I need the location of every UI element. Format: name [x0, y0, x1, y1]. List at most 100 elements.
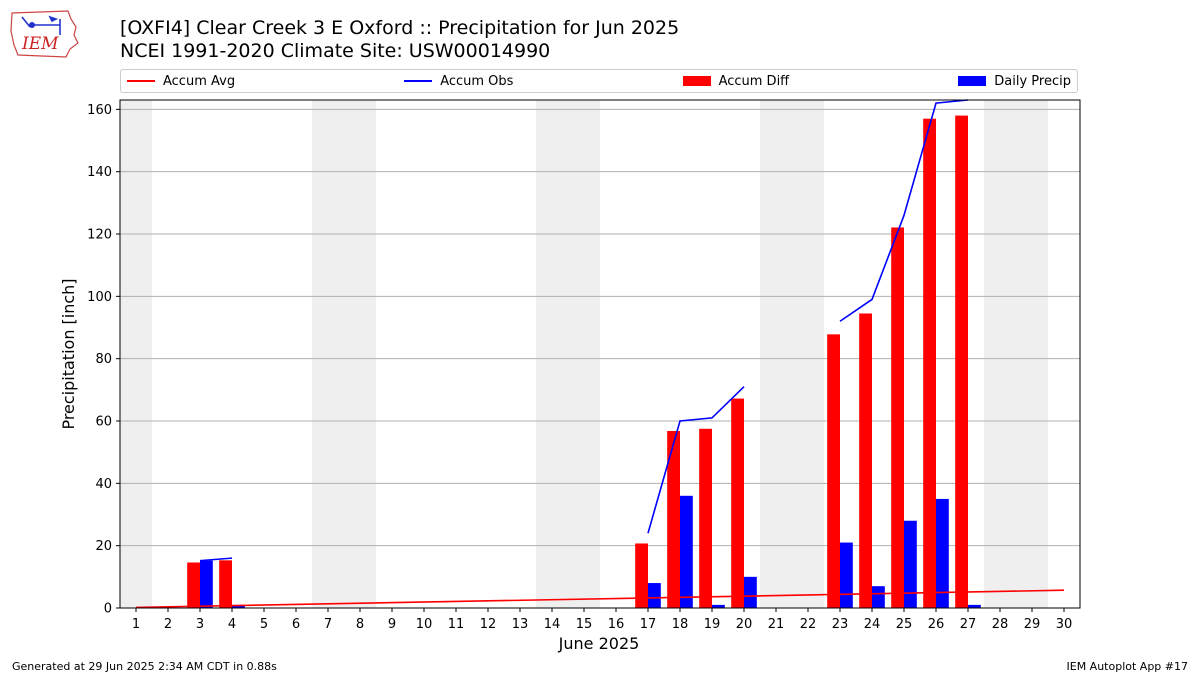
- daily-precip-bar: [200, 560, 213, 608]
- x-tick-label: 7: [324, 617, 332, 632]
- accum-diff-bar: [923, 118, 936, 608]
- accum-diff-bar: [731, 398, 744, 608]
- accum-obs-line: [199, 557, 233, 562]
- x-tick-label: 27: [960, 617, 977, 632]
- x-tick-label: 18: [672, 617, 689, 632]
- accum-diff-bar: [635, 543, 648, 608]
- x-tick-label: 23: [832, 617, 849, 632]
- x-tick-label: 25: [896, 617, 913, 632]
- weekend-shading: [120, 100, 1048, 608]
- daily-precip-bar: [680, 495, 693, 608]
- accum-avg-line: [135, 589, 1065, 609]
- gridlines: [120, 108, 1080, 609]
- x-tick-label: 12: [480, 617, 497, 632]
- x-tick-label: 21: [768, 617, 785, 632]
- x-tick-label: 1: [132, 617, 140, 632]
- iowa-state-outline-icon: [10, 10, 79, 58]
- x-tick-label: 3: [196, 617, 204, 632]
- accum-diff-bar: [827, 334, 840, 608]
- daily-precip-bar: [648, 583, 661, 608]
- x-tick-label: 24: [864, 617, 881, 632]
- footer-app-text: IEM Autoplot App #17: [1066, 660, 1189, 673]
- x-tick-label: 15: [576, 617, 593, 632]
- daily-precip-bar: [872, 586, 885, 608]
- plot-frame: [119, 99, 1081, 609]
- y-tick-label: 80: [95, 352, 112, 367]
- daily-precip-bar: [968, 604, 981, 608]
- footer-generated-text: Generated at 29 Jun 2025 2:34 AM CDT in …: [12, 660, 277, 673]
- x-tick-label: 30: [1056, 617, 1073, 632]
- weekend-shade-band: [312, 100, 376, 608]
- chart-legend: Accum Avg Accum Obs Accum Diff Daily Pre…: [120, 69, 1078, 93]
- daily-precip-bar: [232, 604, 245, 608]
- accum-diff-bar: [859, 313, 872, 608]
- chart-subtitle: NCEI 1991-2020 Climate Site: USW00014990: [120, 40, 551, 62]
- accum-diff-bar: [955, 115, 968, 608]
- x-tick-label: 2: [164, 617, 172, 632]
- x-tick-label: 4: [228, 617, 236, 632]
- accum-diff-bar: [219, 560, 232, 608]
- weekend-shade-band: [120, 100, 152, 608]
- legend-patch-swatch: [682, 76, 711, 86]
- legend-item-daily-precip: Daily Precip: [958, 74, 1071, 89]
- y-tick-label: 40: [95, 477, 112, 492]
- daily-precip-bar: [744, 576, 757, 608]
- daily-precip-bar: [936, 498, 949, 608]
- x-tick-label: 13: [512, 617, 529, 632]
- y-tick-label: 140: [87, 165, 112, 180]
- x-tick-label: 22: [800, 617, 817, 632]
- legend-item-accum-obs: Accum Obs: [404, 74, 513, 89]
- logo-text: IEM: [21, 34, 59, 54]
- legend-patch-swatch: [958, 76, 987, 86]
- weather-station-icon: [21, 15, 61, 35]
- legend-label: Accum Obs: [440, 73, 514, 89]
- bars: [187, 115, 981, 609]
- x-tick-label: 26: [928, 617, 945, 632]
- legend-item-accum-avg: Accum Avg: [127, 74, 235, 89]
- legend-line-swatch: [127, 80, 155, 82]
- y-tick-label: 120: [87, 228, 112, 243]
- iem-logo: IEM: [10, 10, 79, 58]
- x-tick-label: 11: [448, 617, 465, 632]
- x-tick-label: 5: [260, 617, 268, 632]
- x-tick-label: 16: [608, 617, 625, 632]
- x-tick-label: 29: [1024, 617, 1041, 632]
- y-axis-label: Precipitation [inch]: [59, 278, 78, 429]
- weekend-shade-band: [760, 100, 824, 608]
- legend-label: Accum Avg: [163, 73, 236, 89]
- accum-obs-line: [839, 99, 969, 322]
- daily-precip-bar: [840, 542, 853, 608]
- accum-diff-bar: [667, 430, 680, 608]
- legend-label: Daily Precip: [994, 73, 1071, 89]
- x-tick-label: 20: [736, 617, 753, 632]
- y-tick-label: 20: [95, 539, 112, 554]
- y-tick-label: 160: [87, 103, 112, 118]
- accum-diff-bar: [891, 227, 904, 609]
- x-tick-label: 17: [640, 617, 657, 632]
- x-tick-label: 14: [544, 617, 561, 632]
- y-tick-label: 100: [87, 290, 112, 305]
- x-tick-label: 10: [416, 617, 433, 632]
- lines: [135, 99, 1065, 609]
- daily-precip-bar: [904, 520, 917, 608]
- x-tick-label: 8: [356, 617, 364, 632]
- legend-label: Accum Diff: [718, 73, 790, 89]
- accum-obs-line: [647, 386, 745, 534]
- legend-item-accum-diff: Accum Diff: [682, 73, 790, 89]
- weekend-shade-band: [536, 100, 600, 608]
- x-tick-label: 9: [388, 617, 396, 632]
- weekend-shade-band: [984, 100, 1048, 608]
- legend-line-swatch: [404, 80, 433, 82]
- x-axis-label: June 2025: [558, 634, 640, 653]
- chart-title: [OXFI4] Clear Creek 3 E Oxford :: Precip…: [120, 17, 680, 39]
- x-tick-label: 6: [292, 617, 300, 632]
- daily-precip-bar: [712, 604, 725, 608]
- accum-diff-bar: [699, 428, 712, 608]
- x-tick-label: 19: [704, 617, 721, 632]
- y-tick-label: 0: [104, 602, 112, 617]
- accum-diff-bar: [187, 562, 200, 608]
- y-tick-label: 60: [95, 415, 112, 430]
- x-tick-label: 28: [992, 617, 1009, 632]
